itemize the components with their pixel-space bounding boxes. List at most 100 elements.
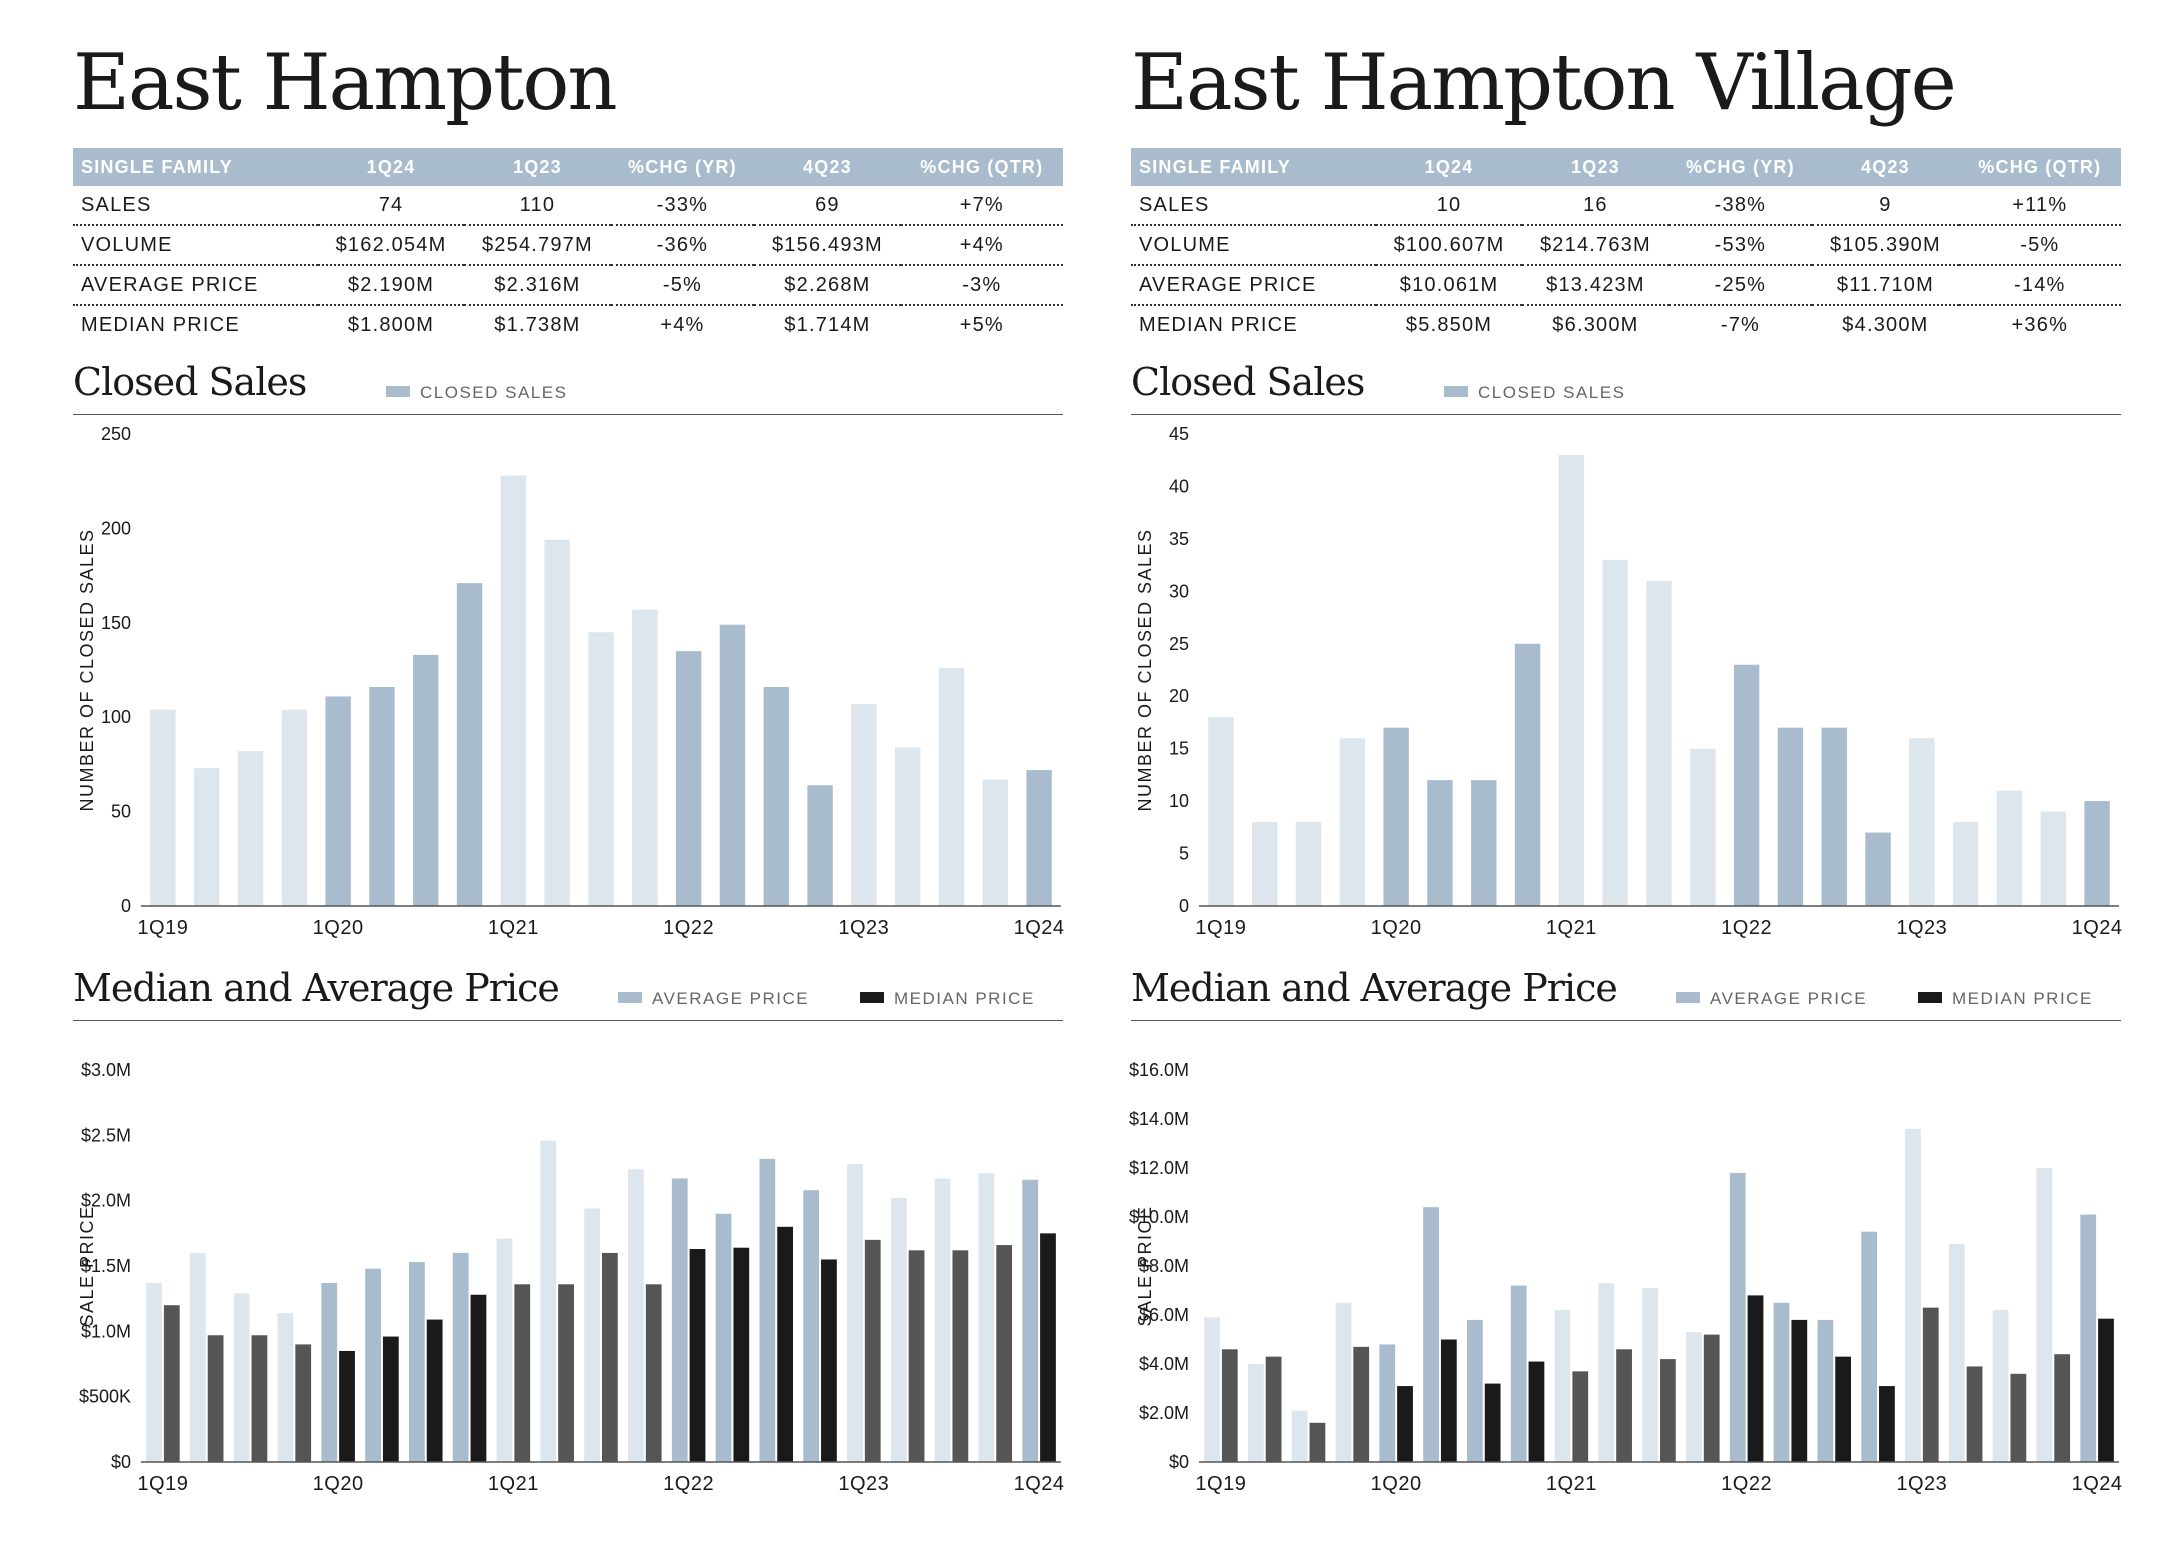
bar-median-price xyxy=(1440,1339,1457,1462)
legend-label: MEDIAN PRICE xyxy=(894,989,1035,1008)
bar-median-price xyxy=(952,1250,969,1462)
cell: 9 xyxy=(1812,186,1959,226)
bar-average-price xyxy=(2080,1214,2097,1462)
bar-closed-sales xyxy=(2084,801,2110,906)
y-axis-label: NUMBER OF CLOSED SALES xyxy=(77,528,97,811)
cell: $4.300M xyxy=(1842,313,1929,336)
x-tick-label: 1Q24 xyxy=(1014,917,1065,939)
y-tick-label: 0 xyxy=(121,896,131,916)
bar-average-price xyxy=(496,1238,513,1462)
header-cell: 1Q23 xyxy=(464,148,611,186)
row-label: VOLUME xyxy=(1131,225,1376,266)
bar-median-price xyxy=(1879,1386,1895,1462)
cell: $2.268M xyxy=(754,265,901,306)
bar-closed-sales xyxy=(281,709,308,906)
header-cell: %CHG (YR) xyxy=(1668,148,1813,186)
x-tick-label: 1Q21 xyxy=(1546,1473,1597,1495)
y-tick-label: 0 xyxy=(1179,896,1189,916)
cell: +7% xyxy=(900,186,1063,226)
stats-header-row: SINGLE FAMILY 1Q24 1Q23 %CHG (YR) 4Q23 %… xyxy=(1131,148,2121,186)
bar-closed-sales xyxy=(237,751,264,906)
cell: $10.061M xyxy=(1375,265,1523,306)
stats-table: SINGLE FAMILY 1Q24 1Q23 %CHG (YR) 4Q23 %… xyxy=(1131,148,2121,344)
bar-closed-sales xyxy=(1952,822,1979,906)
bar-average-price xyxy=(1598,1283,1615,1462)
x-tick-label: 1Q23 xyxy=(1896,917,1947,939)
bar-average-price xyxy=(1554,1310,1571,1462)
x-tick-label: 1Q19 xyxy=(137,1473,188,1495)
cell: 10 xyxy=(1375,186,1523,226)
bar-median-price xyxy=(1835,1356,1852,1462)
bar-average-price xyxy=(584,1208,600,1462)
legend-label: AVERAGE PRICE xyxy=(1710,989,1868,1008)
bar-average-price xyxy=(146,1282,162,1462)
row-label: AVERAGE PRICE xyxy=(1131,265,1376,306)
cell: $156.493M xyxy=(754,225,901,266)
bar-median-price xyxy=(645,1284,662,1462)
section-divider xyxy=(73,414,1063,415)
table-row: AVERAGE PRICE $2.190M $2.316M -5% $2.268… xyxy=(73,265,1063,306)
bar-average-price xyxy=(1247,1364,1264,1462)
bar-average-price xyxy=(978,1173,995,1462)
y-tick-label: $1.5M xyxy=(81,1256,131,1276)
x-tick-label: 1Q19 xyxy=(1195,917,1246,939)
price-chart: $0 $2.0M $4.0M $6.0M $8.0M $10.0M $12.0M $14.0M… xyxy=(1129,1060,2122,1495)
y-tick-label: 25 xyxy=(1169,634,1189,654)
cell: $2.316M xyxy=(464,265,611,306)
y-tick-label: $500K xyxy=(79,1387,131,1407)
bar-closed-sales xyxy=(1252,822,1278,906)
header-cell: 1Q24 xyxy=(1375,148,1523,186)
bar-median-price xyxy=(1966,1366,1983,1462)
legend-median-price: MEDIAN PRICE xyxy=(1918,989,2093,1009)
legend-swatch xyxy=(386,386,410,397)
panel-east-hampton: East Hampton SINGLE FAMILY 1Q24 1Q23 %CH… xyxy=(73,0,1065,1548)
bar-median-price xyxy=(558,1284,574,1462)
legend-closed-sales: CLOSED SALES xyxy=(386,383,567,403)
bar-closed-sales xyxy=(807,785,833,906)
bar-average-price xyxy=(540,1140,557,1462)
bar-closed-sales xyxy=(938,668,965,906)
bar-median-price xyxy=(1791,1319,1808,1462)
price-title: Median and Average Price xyxy=(1131,966,1618,1010)
bar-closed-sales xyxy=(456,583,483,906)
y-axis-label: SALE PRICE xyxy=(77,1205,97,1326)
bar-median-price xyxy=(864,1239,881,1462)
cell: -33% xyxy=(610,186,755,226)
bar-average-price xyxy=(1423,1207,1439,1462)
bar-average-price xyxy=(1642,1288,1658,1462)
legend-swatch xyxy=(1918,992,1942,1003)
bar-average-price xyxy=(2036,1168,2053,1462)
legend-swatch xyxy=(1444,386,1468,397)
cell: -5% xyxy=(610,265,755,306)
cell: $254.797M xyxy=(464,225,611,266)
bar-closed-sales xyxy=(1295,822,1322,906)
bar-closed-sales xyxy=(544,539,570,906)
x-tick-label: 1Q22 xyxy=(1721,1473,1772,1495)
cell: -25% xyxy=(1668,265,1813,306)
bar-median-price xyxy=(908,1250,925,1462)
x-tick-label: 1Q22 xyxy=(663,917,714,939)
cell: -53% xyxy=(1668,225,1813,266)
cell: $162.054M xyxy=(317,225,465,266)
x-tick-label: 1Q21 xyxy=(1546,917,1597,939)
cell: +4% xyxy=(660,313,705,336)
bar-median-price xyxy=(339,1350,355,1462)
bar-median-price xyxy=(1221,1349,1238,1462)
bar-average-price xyxy=(1729,1172,1746,1462)
bar-median-price xyxy=(1572,1371,1589,1462)
bar-average-price xyxy=(277,1313,294,1462)
bar-closed-sales xyxy=(1690,748,1716,906)
bar-average-price xyxy=(1291,1410,1308,1462)
header-cell: SINGLE FAMILY xyxy=(1131,148,1376,186)
bar-average-price xyxy=(1905,1128,1921,1462)
x-tick-label: 1Q20 xyxy=(313,917,364,939)
bar-closed-sales xyxy=(982,779,1008,906)
cell: $1.800M xyxy=(347,313,435,336)
bar-average-price xyxy=(1686,1332,1702,1462)
bar-average-price xyxy=(671,1178,688,1462)
table-row: SALES 10 16 -38% 9 +11% xyxy=(1131,186,2121,226)
legend-swatch xyxy=(618,992,642,1003)
bar-closed-sales xyxy=(1646,580,1672,906)
y-tick-label: 10 xyxy=(1169,791,1189,811)
bar-average-price xyxy=(365,1268,381,1462)
